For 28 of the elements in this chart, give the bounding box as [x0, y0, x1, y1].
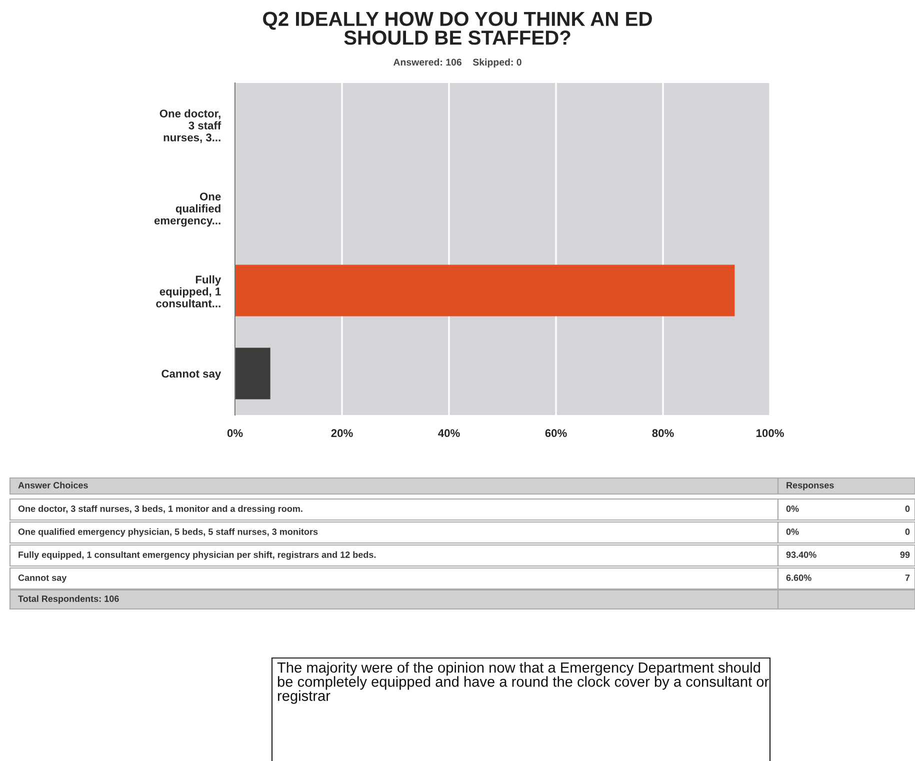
text: 99: [900, 552, 910, 558]
y-tick-label: One doctor, 3 staff nurses, 3...: [160, 109, 222, 144]
text: Responses: [786, 482, 834, 490]
text: 0%: [786, 528, 799, 535]
text: Cannot say: [18, 574, 67, 583]
text: 0: [905, 528, 910, 535]
x-tick-label: 60%: [545, 429, 567, 438]
chart-subtitle: Answered: 106 Skipped: 0: [393, 58, 522, 68]
text: 93.40%: [786, 552, 816, 558]
text: 6.60%: [786, 574, 812, 581]
chart-title: Q2 IDEALLY HOW DO YOU THINK AN ED SHOULD BE STAFFED?: [263, 12, 652, 45]
x-tick-label: 80%: [652, 429, 674, 438]
text: One qualified emergency physician, 5 beds, 5 staff nurses, 3 monitors: [18, 528, 318, 537]
text: Fully equipped, 1 consultant emergency physician per shift, registrars and 12 beds.: [18, 551, 376, 560]
y-tick-label: Cannot say: [162, 370, 222, 380]
y-tick-label: Fully equipped, 1 consultant...: [156, 275, 222, 308]
text: 7: [905, 574, 910, 581]
x-tick-label: 20%: [331, 429, 353, 438]
x-tick-label: 100%: [756, 429, 784, 438]
y-tick-label: One qualified emergency...: [154, 192, 221, 227]
text: One doctor, 3 staff nurses, 3 beds, 1 monitor and a dressing room.: [18, 505, 302, 514]
text: 0: [905, 506, 910, 512]
x-tick-label: 0%: [227, 429, 243, 438]
text: The majority were of the opinion now that a Emergency Department should be completely equipped and have a round the clock cover by a consultant or registrar: [277, 662, 769, 704]
x-tick-label: 40%: [438, 429, 460, 438]
text: 0%: [786, 506, 799, 512]
text: Total Respondents: 106: [18, 595, 119, 604]
text: Answer Choices: [18, 482, 88, 488]
